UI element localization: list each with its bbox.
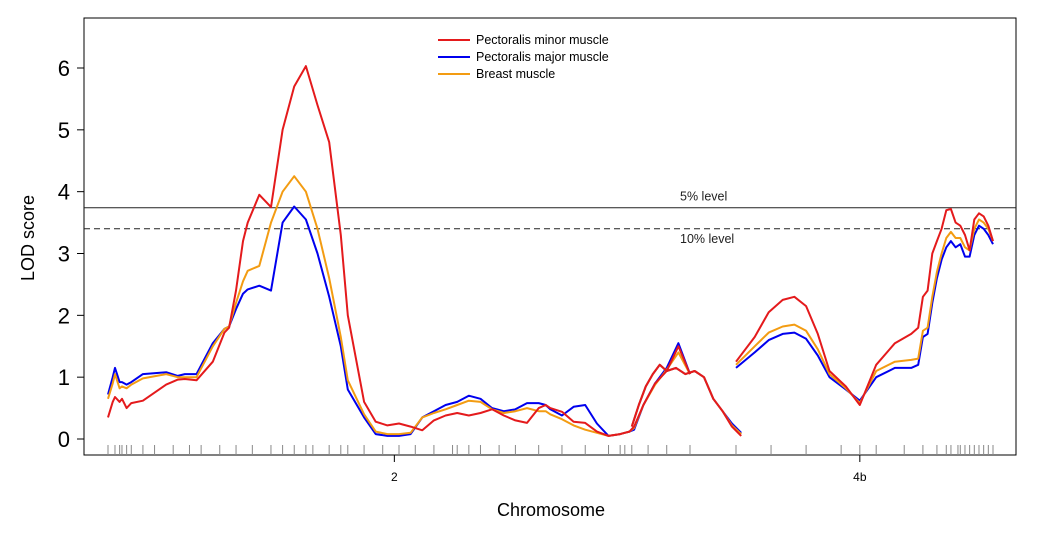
series-breast-muscle xyxy=(107,175,994,437)
legend: Pectoralis minor muscle Pectoralis major … xyxy=(438,33,609,81)
series-line xyxy=(107,65,691,437)
threshold-label-10pct: 10% level xyxy=(680,232,734,246)
y-tick-label: 4 xyxy=(58,180,70,205)
series-layer xyxy=(107,65,994,437)
y-axis: 0 1 2 3 4 5 6 xyxy=(58,56,84,452)
series-line xyxy=(630,363,742,437)
series-line xyxy=(630,363,742,435)
y-tick-label: 5 xyxy=(58,118,70,143)
threshold-lines: 5% level 10% level xyxy=(84,190,1016,246)
series-line xyxy=(630,363,742,434)
series-pectoralis-minor-muscle xyxy=(107,65,994,437)
series-line xyxy=(107,175,691,437)
series-line xyxy=(735,224,994,402)
marker-rug xyxy=(107,445,994,455)
x-tick-label-4b: 4b xyxy=(853,470,867,484)
legend-label: Breast muscle xyxy=(476,67,555,81)
series-line xyxy=(107,205,691,437)
legend-label: Pectoralis major muscle xyxy=(476,50,609,64)
x-axis-title: Chromosome xyxy=(497,500,605,520)
x-axis: 2 4b xyxy=(391,455,867,484)
y-tick-label: 0 xyxy=(58,427,70,452)
plot-frame xyxy=(83,17,1017,456)
threshold-label-5pct: 5% level xyxy=(680,190,727,204)
y-tick-label: 6 xyxy=(58,56,70,81)
series-line xyxy=(735,208,994,406)
y-tick-label: 3 xyxy=(58,242,70,267)
legend-label: Pectoralis minor muscle xyxy=(476,33,609,47)
y-tick-label: 2 xyxy=(58,303,70,328)
y-axis-title: LOD score xyxy=(18,195,38,281)
x-tick-label-2: 2 xyxy=(391,470,398,484)
y-tick-label: 1 xyxy=(58,365,70,390)
